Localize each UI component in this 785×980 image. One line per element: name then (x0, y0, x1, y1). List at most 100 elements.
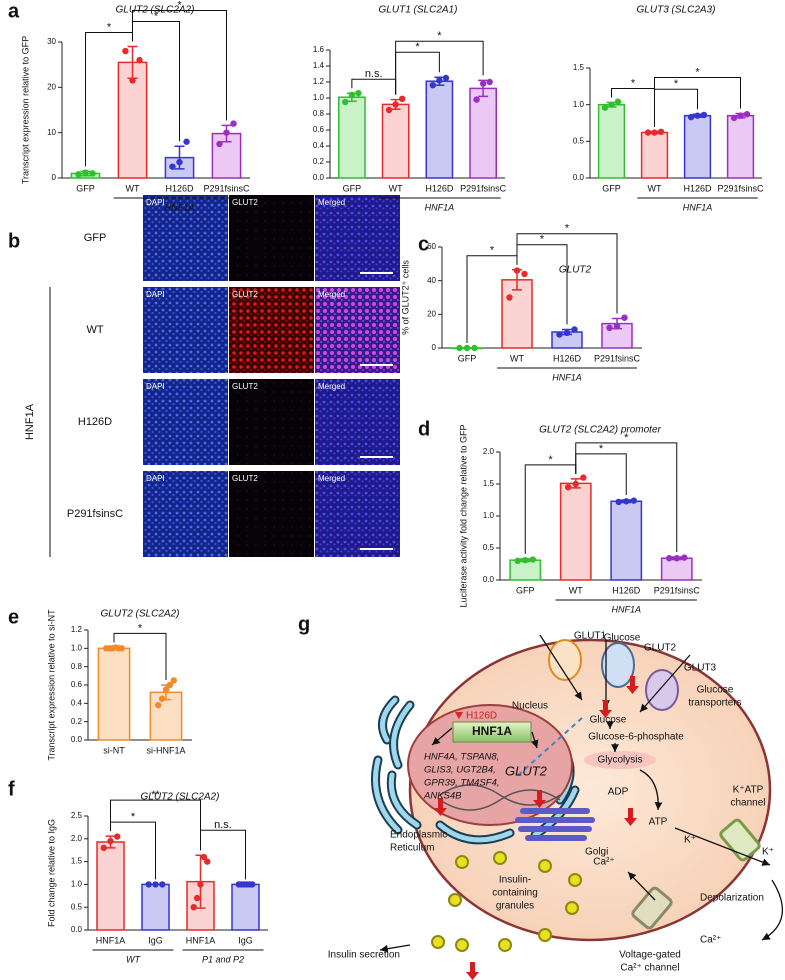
bar (231, 883, 260, 931)
data-point (204, 858, 211, 865)
y-tick-label: 0.6 (313, 125, 325, 134)
diagram-label: Ca²⁺ (700, 935, 721, 946)
data-point (673, 555, 680, 562)
granule (431, 851, 582, 952)
x-tick-label: HNF1A (96, 935, 126, 945)
data-point (580, 474, 587, 481)
significance-label: n.s. (365, 68, 383, 80)
diagram-label: Endoplasmic (390, 830, 447, 841)
group-label: P1 and P2 (202, 954, 244, 964)
hnf1a-box (452, 721, 532, 743)
y-tick-label: 0.0 (573, 173, 585, 182)
ca-channel (631, 886, 673, 930)
significance-bracket (575, 442, 678, 552)
y-tick-label: 0.4 (313, 141, 325, 150)
data-point (615, 498, 622, 506)
bar (141, 883, 170, 931)
group-label: HNF1A (552, 372, 582, 382)
x-tick-label: GFP (76, 183, 95, 193)
diagram-label: Depolarization (700, 893, 764, 904)
data-point (197, 881, 204, 888)
significance-label: * (131, 811, 136, 823)
micrograph (229, 287, 314, 373)
significance-bracket (516, 233, 618, 314)
data-point (107, 837, 114, 845)
y-tick-label: 1.2 (313, 77, 325, 86)
diagram-label: ADP (608, 787, 629, 798)
y-tick-label: 1.0 (483, 511, 495, 520)
data-point (700, 111, 708, 119)
data-point (355, 90, 362, 97)
bar (501, 279, 533, 349)
diagram-label: Reticulum (390, 843, 434, 854)
x-tick-label: GFP (516, 585, 535, 595)
x-tick-label: H126D (553, 353, 582, 363)
significance-label: * (437, 30, 442, 42)
data-point (606, 324, 613, 331)
data-point (513, 267, 521, 274)
y-axis-label: Transcript expression relative to GFP (20, 36, 30, 184)
diagram-label: Glucose (590, 715, 627, 726)
diagram-label: GLUT2 (505, 763, 548, 778)
diagram-label: Insulin secretion (328, 950, 400, 961)
data-point (613, 322, 621, 330)
data-point (129, 77, 136, 84)
data-point (436, 77, 443, 84)
significance-label: * (415, 41, 420, 53)
significance-label: * (154, 10, 159, 22)
bar (425, 80, 454, 179)
diagram-label: GLUT2 (644, 643, 677, 654)
data-point (342, 98, 349, 106)
x-tick-label: GFP (458, 353, 477, 363)
data-point (657, 128, 665, 135)
data-point (563, 329, 571, 337)
x-tick-label: HNF1A (186, 935, 216, 945)
diagram-label: GLUT3 (684, 663, 717, 674)
x-tick-label: WT (648, 183, 662, 193)
y-tick-label: 60 (427, 242, 436, 251)
diagram-label: ATP (649, 817, 668, 828)
channel-label: Merged (318, 198, 345, 207)
x-tick-label: P291fsinsC (717, 183, 764, 193)
data-point (230, 120, 237, 127)
diagram-label: K⁺ATP (733, 785, 764, 796)
glut1-transporter (548, 639, 582, 681)
data-point (687, 113, 695, 121)
y-tick-label: 0.5 (71, 902, 83, 911)
significance-bracket (110, 799, 201, 851)
glut2-transporter (601, 642, 635, 688)
y-tick-label: 0.8 (71, 662, 83, 671)
bar (660, 557, 693, 581)
er-lumen (373, 697, 578, 843)
data-point (456, 344, 463, 352)
data-point (529, 556, 537, 563)
data-point (190, 904, 197, 911)
data-point (155, 701, 162, 709)
significance-bracket (200, 829, 246, 880)
chart-title: GLUT3 (SLC2A3) (637, 5, 716, 16)
row-label: GFP (84, 232, 107, 244)
chart-title: GLUT1 (SLC2A1) (379, 5, 458, 16)
data-point (571, 326, 578, 333)
y-tick-label: 1.2 (71, 625, 83, 634)
data-point (522, 556, 529, 564)
micrograph (229, 195, 314, 281)
data-point (100, 844, 107, 852)
data-point (630, 497, 638, 504)
data-point (521, 270, 528, 278)
gene-list: GLIS3, UGT2B4, (424, 765, 496, 776)
y-tick-label: 1.5 (71, 857, 83, 866)
data-point (621, 314, 628, 321)
chart-title: GLUT2 (SLC2A2) promoter (539, 425, 661, 436)
bar (610, 500, 643, 581)
y-tick-label: 2.5 (71, 811, 83, 820)
y-tick-label: 1.5 (573, 63, 585, 72)
significance-bracket (395, 40, 484, 95)
diagram-label: Voltage-gated (619, 950, 681, 961)
x-tick-label: GFP (343, 183, 362, 193)
group-label: HNF1A (683, 202, 713, 212)
group-label: HNF1A (611, 604, 641, 614)
data-point (564, 484, 572, 491)
bar (683, 114, 712, 179)
